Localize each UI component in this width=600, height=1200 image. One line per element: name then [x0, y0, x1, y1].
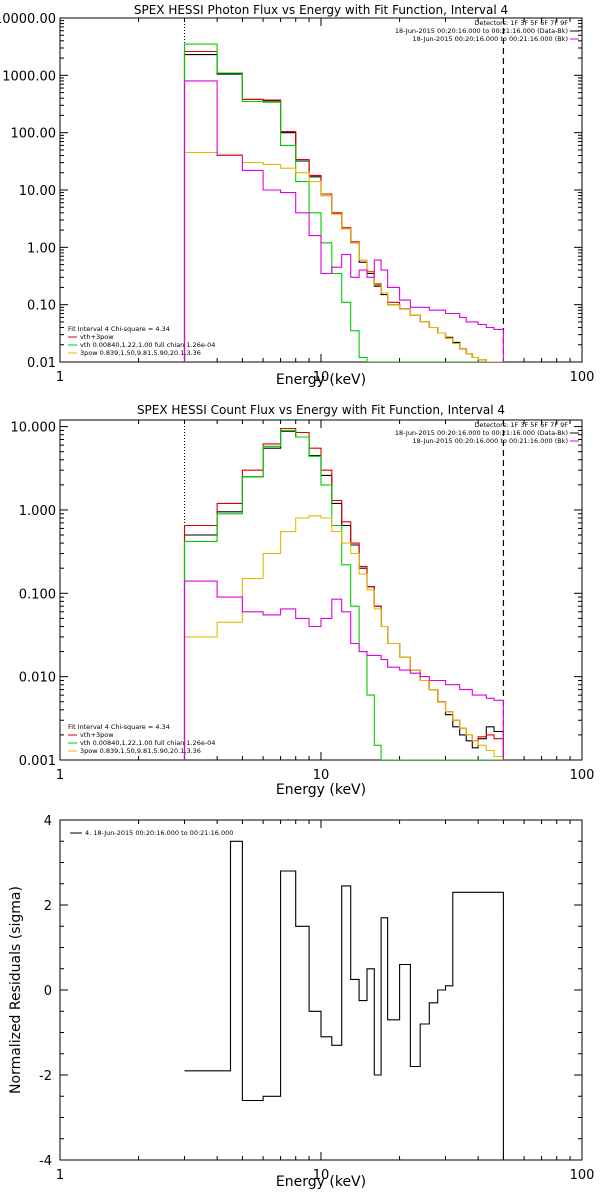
y-tick-label: 1.000 [19, 504, 56, 519]
info-line: Detectors: 1F 3F 5F 6F 7F 9F [474, 421, 568, 429]
y-tick-label: -4 [39, 1154, 52, 1169]
chart-panel-1: 1 10 100 0.01 0.10 1.00 10.00 100.00 1000.00 1000… [0, 3, 594, 388]
series-group [184, 840, 504, 1160]
y-tick-label: -2 [39, 1069, 52, 1084]
x-tick-label: 1 [56, 768, 64, 783]
x-tick-label: 1 [56, 1168, 64, 1183]
y-tick-label: 2 [44, 899, 52, 914]
y-tick-label: 1000.00 [2, 69, 56, 84]
legend-entry: vth+3pow [80, 333, 114, 341]
y-tick-label: 0.10 [27, 299, 56, 314]
legend: Fit Interval 4 Chi-square = 4.34vth+3pow… [68, 325, 215, 357]
chart-title: SPEX HESSI Count Flux vs Energy with Fit… [137, 403, 505, 417]
y-tick-label: 100.00 [11, 127, 57, 142]
x-tick-label: 10 [313, 370, 330, 385]
y-tick-label: 10.00 [19, 184, 56, 199]
info-line: 18-Jun-2015 00:20:16.000 to 00:21:16.000… [395, 429, 568, 437]
chart-panel-2: 1 10 100 0.001 0.010 0.100 1.000 10.000 SPEX HES… [11, 403, 595, 798]
series-vth [183, 429, 504, 760]
series-group [183, 43, 504, 362]
y-tick-label: 0 [44, 984, 52, 999]
x-tick-label: 10 [313, 768, 330, 783]
chart-panel-3: 1 10 100 -4 -2 0 2 4 Energy (keV) Normalized Resi… [8, 814, 594, 1190]
x-tick-label: 10 [313, 1168, 330, 1183]
series-data-bk [183, 54, 504, 362]
legend-entry: Fit Interval 4 Chi-square = 4.34 [68, 723, 170, 731]
legend-entry: Fit Interval 4 Chi-square = 4.34 [68, 325, 170, 333]
series-vth-3pow [183, 427, 504, 760]
legend: Fit Interval 4 Chi-square = 4.34vth+3pow… [68, 723, 215, 755]
info-line: Detectors: 1F 3F 5F 6F 7F 9F [474, 19, 568, 27]
legend-entry: 3pow 0.839,1.50,9.81,5.90,20.1,3.36 [80, 349, 201, 357]
series-3pow [183, 515, 504, 760]
info-line: 18-Jun-2015 00:20:16.000 to 00:21:16.000… [413, 437, 568, 445]
legend-entry: vth 0.00840,1.22,1.00 full chian 1.26e-0… [80, 739, 215, 747]
y-tick-label: 0.001 [19, 754, 56, 769]
info-line: 18-Jun-2015 00:20:16.000 to 00:21:16.000… [413, 35, 568, 43]
y-tick-label: 1.00 [27, 241, 56, 256]
x-axis-label: Energy (keV) [276, 782, 366, 798]
legend-entry: 4. 18-Jun-2015 00:20:16.000 to 00:21:16.… [85, 829, 233, 837]
series-bk [183, 80, 504, 362]
series-3pow [183, 151, 504, 362]
y-axis-label: Normalized Residuals (sigma) [8, 886, 24, 1094]
y-tick-label: 4 [44, 814, 52, 829]
series-data-bk [183, 430, 504, 760]
x-tick-label: 100 [570, 1168, 595, 1183]
y-tick-label: 0.100 [19, 587, 56, 602]
series-group [183, 427, 504, 760]
y-tick-label: 10.000 [11, 421, 57, 436]
x-tick-label: 1 [56, 370, 64, 385]
x-tick-label: 100 [570, 370, 595, 385]
info-line: 18-Jun-2015 00:20:16.000 to 00:21:16.000… [395, 27, 568, 35]
x-tick-label: 100 [570, 768, 595, 783]
y-tick-label: 10000.00 [0, 12, 56, 27]
legend-entry: vth 0.00840,1.22,1.00 full chian 1.26e-0… [80, 341, 215, 349]
series-bk [183, 580, 504, 760]
legend-entry: vth+3pow [80, 731, 114, 739]
series-vth-3pow [183, 50, 504, 362]
series-vth [183, 43, 504, 362]
legend: 4. 18-Jun-2015 00:20:16.000 to 00:21:16.… [70, 829, 233, 837]
y-tick-label: 0.010 [19, 671, 56, 686]
series-residuals [184, 840, 504, 1160]
chart-title: SPEX HESSI Photon Flux vs Energy with Fi… [134, 3, 508, 17]
x-axis-label: Energy (keV) [276, 372, 366, 388]
x-axis-label: Energy (keV) [276, 1174, 366, 1190]
y-tick-label: 0.01 [27, 356, 56, 371]
legend-entry: 3pow 0.839,1.50,9.81,5.90,20.1,3.36 [80, 747, 201, 755]
